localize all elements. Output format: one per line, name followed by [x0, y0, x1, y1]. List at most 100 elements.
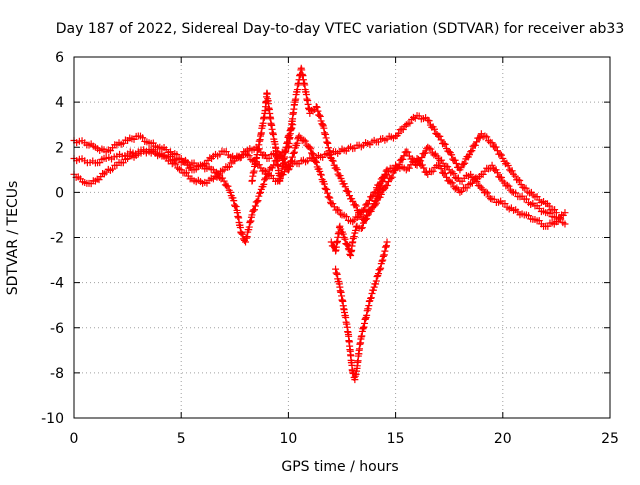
data-point: [382, 167, 390, 175]
data-point: [315, 111, 323, 119]
data-point: [325, 193, 333, 201]
data-point: [341, 235, 349, 243]
data-point: [289, 121, 297, 129]
y-tick-label: -2: [50, 231, 64, 247]
data-point: [238, 230, 246, 238]
data-point: [483, 133, 491, 141]
data-point: [447, 169, 455, 177]
data-point: [505, 182, 513, 190]
data-point: [285, 131, 293, 139]
data-point: [461, 159, 469, 167]
data-point: [483, 189, 491, 197]
data-point: [260, 180, 268, 188]
data-point: [503, 181, 511, 189]
data-point: [441, 170, 449, 178]
y-tick-label: -6: [50, 321, 64, 337]
data-point: [496, 150, 504, 158]
y-tick-label: 6: [55, 50, 64, 66]
data-point: [522, 184, 530, 192]
data-point: [367, 294, 375, 302]
data-point: [552, 209, 560, 217]
x-tick-label: 25: [601, 431, 619, 447]
data-point: [363, 215, 371, 223]
data-point: [317, 170, 325, 178]
data-point: [248, 211, 256, 219]
y-tick-label: 0: [55, 185, 64, 201]
data-point: [467, 148, 475, 156]
y-tick-label: -4: [50, 276, 64, 292]
data-point: [374, 270, 382, 278]
data-point: [369, 192, 377, 200]
x-tick-label: 20: [494, 431, 512, 447]
data-point: [373, 273, 381, 281]
data-point: [329, 200, 337, 208]
data-point: [231, 201, 239, 209]
data-point: [321, 184, 329, 192]
data-point: [329, 157, 337, 165]
data-point: [372, 277, 380, 285]
data-point: [438, 156, 446, 164]
data-point: [468, 147, 476, 155]
data-point: [288, 153, 296, 161]
data-point: [261, 151, 269, 159]
data-point: [451, 156, 459, 164]
data-point: [378, 178, 386, 186]
data-point: [364, 211, 372, 219]
data-point: [425, 117, 433, 125]
y-axis-title: SDTVAR / TECUs: [5, 181, 21, 296]
data-point: [427, 145, 435, 153]
data-point: [361, 205, 369, 213]
data-points: [70, 64, 569, 384]
data-point: [220, 177, 228, 185]
data-point: [251, 202, 259, 210]
data-point: [405, 164, 413, 172]
axis-ticks: 0 5 10 15 20 25 -10 -8 -6 -4 -2 0 2 4 6: [41, 50, 619, 447]
y-tick-label: -8: [50, 366, 64, 382]
data-point: [225, 163, 233, 171]
data-point: [139, 134, 147, 142]
data-point: [364, 200, 372, 208]
data-point: [290, 149, 298, 157]
data-point: [377, 182, 385, 190]
data-point: [342, 240, 350, 248]
data-point: [237, 229, 245, 237]
data-point: [336, 172, 344, 180]
data-point: [307, 106, 315, 114]
data-point: [369, 203, 377, 211]
data-point: [451, 185, 459, 193]
data-point: [370, 283, 378, 291]
data-point: [372, 280, 380, 288]
data-point: [301, 137, 309, 145]
data-point: [482, 188, 490, 196]
data-point: [374, 189, 382, 197]
data-point: [443, 173, 451, 181]
data-point: [333, 166, 341, 174]
data-point: [387, 174, 395, 182]
data-point: [471, 141, 479, 149]
data-point: [260, 167, 268, 175]
x-axis-title: GPS time / hours: [281, 459, 398, 475]
data-point: [450, 170, 458, 178]
data-point: [497, 151, 505, 159]
data-point: [441, 140, 449, 148]
data-point: [109, 165, 117, 173]
data-point: [468, 179, 476, 187]
data-point: [373, 192, 381, 200]
data-point: [369, 286, 377, 294]
data-point: [214, 169, 222, 177]
data-point: [215, 173, 223, 181]
data-point: [448, 179, 456, 187]
data-point: [245, 152, 253, 160]
data-point: [467, 170, 475, 178]
data-point: [383, 166, 391, 174]
y-tick-label: 2: [55, 140, 64, 156]
data-point: [414, 155, 422, 163]
data-point: [399, 155, 407, 163]
data-point: [300, 136, 308, 144]
data-point: [312, 103, 320, 111]
data-point: [317, 171, 325, 179]
data-point: [425, 144, 433, 152]
data-point: [488, 161, 496, 169]
